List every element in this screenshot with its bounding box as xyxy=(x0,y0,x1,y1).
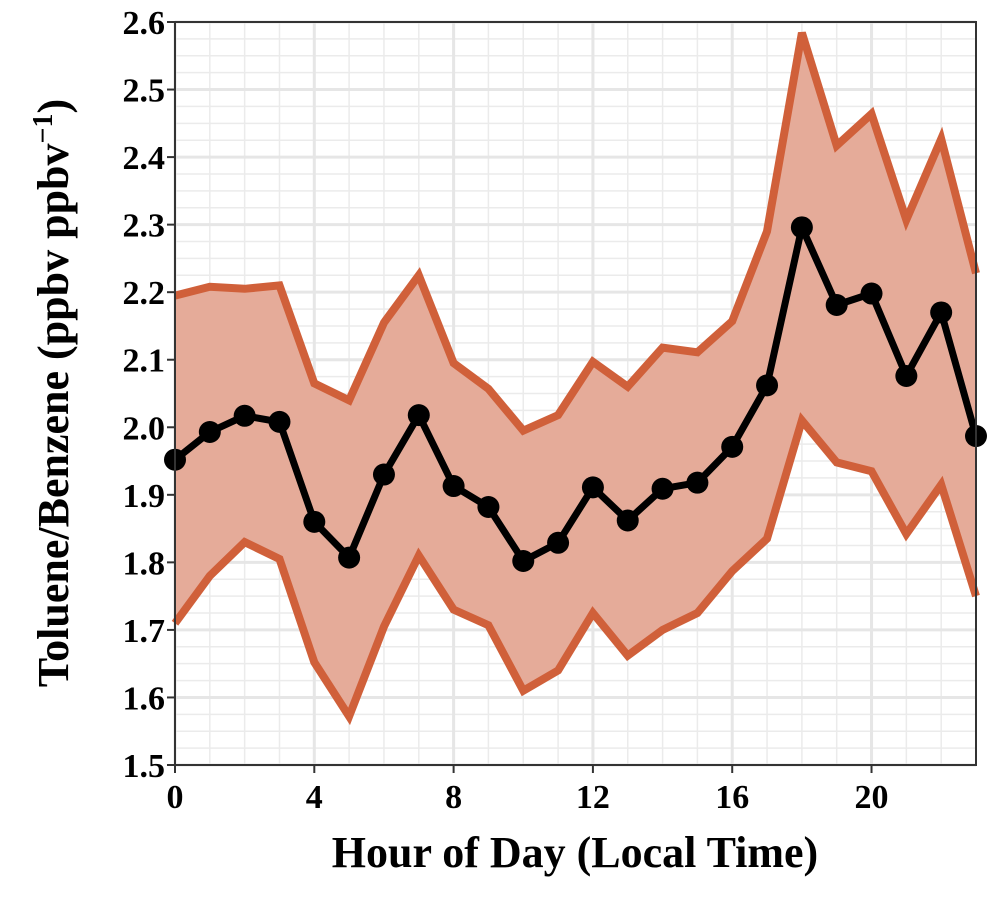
data-point xyxy=(442,475,465,498)
x-axis-title: Hour of Day (Local Time) xyxy=(332,828,818,877)
data-point xyxy=(825,294,848,317)
x-axis: 0 4 8 12 16 20 xyxy=(167,765,889,816)
data-point xyxy=(198,421,221,444)
data-point xyxy=(303,510,326,533)
band-upper-line xyxy=(174,31,980,436)
band-lower-line xyxy=(171,412,980,726)
data-point xyxy=(581,476,604,499)
data-point xyxy=(756,374,779,397)
data-point xyxy=(721,435,744,458)
y-axis-title: Toluene/Benzene (ppbv ppbv−1) xyxy=(28,99,78,687)
x-tick-label: 8 xyxy=(445,779,462,816)
y-tick-label: 1.8 xyxy=(123,545,166,582)
data-point xyxy=(233,404,256,427)
y-tick-label: 2.6 xyxy=(123,5,166,42)
x-tick-label: 12 xyxy=(576,779,610,816)
y-tick-label: 2.0 xyxy=(123,410,166,447)
data-point xyxy=(790,216,813,239)
data-point xyxy=(407,404,430,427)
data-point xyxy=(547,531,570,554)
x-tick-label: 4 xyxy=(306,779,323,816)
y-tick-label: 2.5 xyxy=(123,73,166,110)
y-axis-title-main: Toluene/Benzene (ppbv ppbv xyxy=(29,143,78,687)
data-point xyxy=(338,546,361,569)
y-tick-label: 2.4 xyxy=(123,140,166,177)
x-tick-label: 20 xyxy=(855,779,889,816)
plot-frame xyxy=(174,21,977,766)
data-point xyxy=(477,495,500,518)
y-tick-label: 2.2 xyxy=(123,275,166,312)
y-axis: 1.5 1.6 1.7 1.8 1.9 2.0 2.1 2.2 2.3 2.4 2.5 2.6 xyxy=(123,5,175,785)
data-point xyxy=(512,550,535,573)
y-axis-title-close: ) xyxy=(29,99,78,114)
y-tick-label: 1.9 xyxy=(123,478,166,515)
x-tick-label: 0 xyxy=(167,779,184,816)
data-point xyxy=(930,301,953,324)
data-point xyxy=(860,282,883,305)
y-axis-title-superscript: −1 xyxy=(28,114,59,144)
data-point xyxy=(372,463,395,486)
y-tick-label: 1.7 xyxy=(123,613,166,650)
data-point xyxy=(895,364,918,387)
x-tick-label: 16 xyxy=(715,779,749,816)
y-tick-label: 1.5 xyxy=(123,748,166,785)
data-point xyxy=(616,509,639,532)
data-point xyxy=(686,471,709,494)
y-tick-label: 2.3 xyxy=(123,208,166,245)
data-point xyxy=(268,410,291,433)
y-tick-label: 2.1 xyxy=(123,343,166,380)
y-tick-label: 1.6 xyxy=(123,680,166,717)
data-point xyxy=(651,477,674,500)
